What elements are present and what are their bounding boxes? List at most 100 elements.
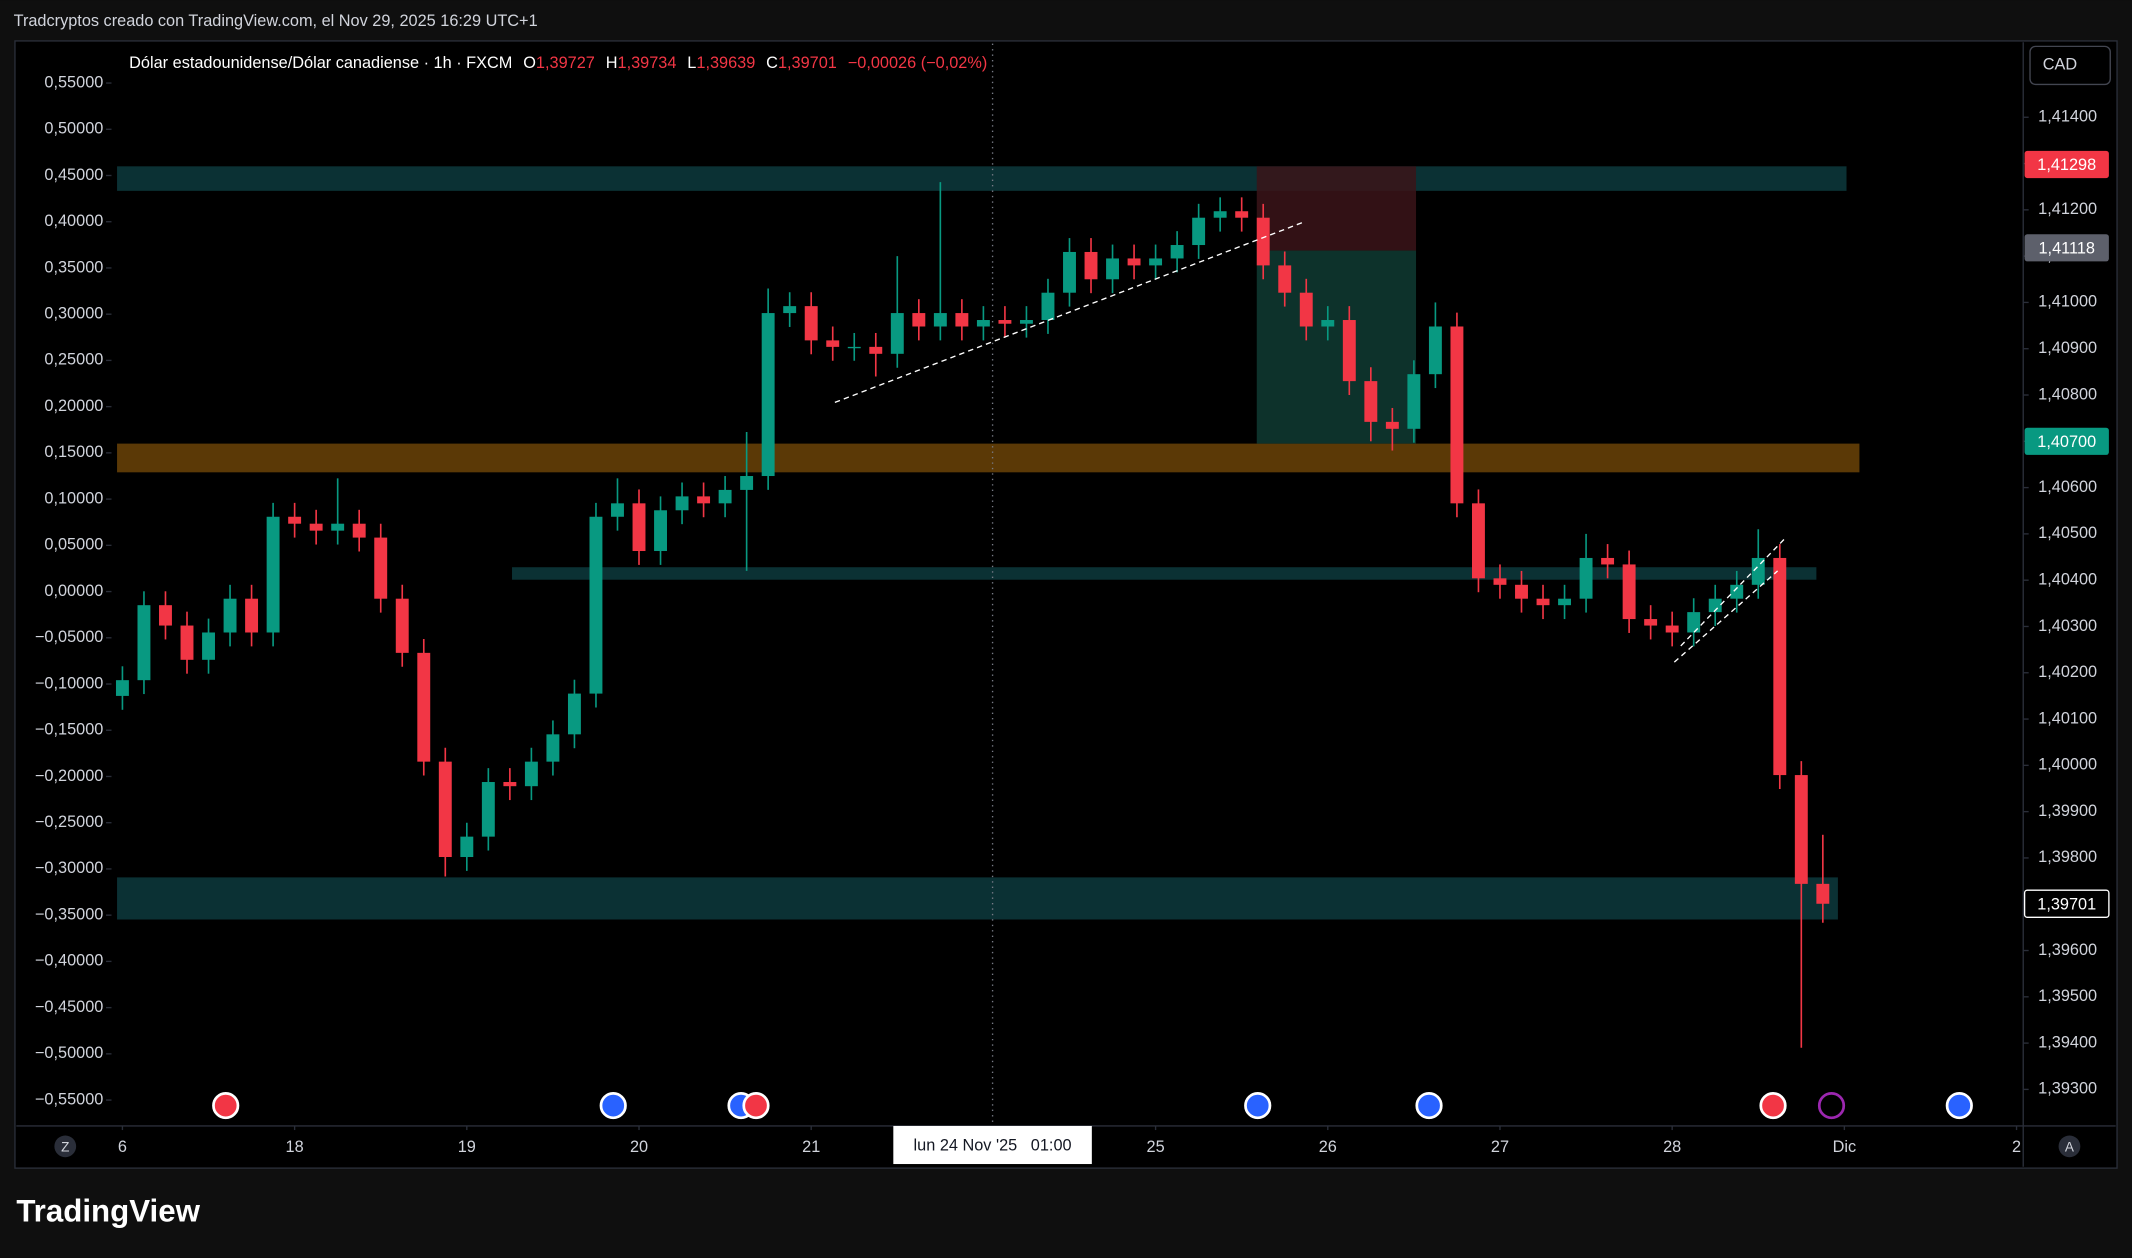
ohlc-key: C bbox=[766, 54, 778, 72]
price-label: 1,41298 bbox=[2037, 156, 2096, 174]
candle-body bbox=[417, 652, 431, 762]
candle-body bbox=[1579, 557, 1593, 599]
event-icon[interactable] bbox=[1945, 1091, 1973, 1120]
ohlc-key: O bbox=[523, 54, 536, 72]
candle-body bbox=[1192, 217, 1206, 246]
y-tick-label: 1,40800 bbox=[2038, 385, 2097, 403]
candle-body bbox=[1644, 619, 1658, 626]
price-label-box bbox=[2024, 150, 2109, 179]
y2-tick-label: −0,25000 bbox=[35, 813, 103, 831]
candle-body bbox=[352, 523, 366, 538]
ohlc-key: H bbox=[606, 54, 618, 72]
zoom-icon: Z bbox=[61, 1139, 69, 1154]
y-tick-label: 1,40900 bbox=[2038, 339, 2097, 357]
candle-body bbox=[395, 598, 409, 653]
candle-body bbox=[654, 510, 667, 552]
candle-body bbox=[460, 836, 474, 858]
y-tick-label: 1,41400 bbox=[2038, 108, 2097, 126]
ohlc-value: 1,39639 bbox=[696, 54, 755, 72]
ohlc-value: 1,39701 bbox=[778, 54, 837, 72]
candle-body bbox=[1708, 598, 1722, 613]
candle-body bbox=[1063, 251, 1076, 293]
y2-tick-label: −0,20000 bbox=[35, 767, 103, 785]
y-tick-label: 1,39300 bbox=[2038, 1080, 2097, 1098]
price-label: 1,41118 bbox=[2038, 239, 2094, 257]
y2-tick-label: 0,40000 bbox=[44, 212, 103, 230]
watermark: Tradcryptos creado con TradingView.com, … bbox=[14, 12, 538, 30]
price-label-box bbox=[2023, 889, 2110, 919]
auto-button[interactable] bbox=[2058, 1135, 2081, 1158]
event-icon[interactable] bbox=[1244, 1091, 1272, 1120]
candle-body bbox=[1622, 564, 1636, 620]
candle-body bbox=[1536, 598, 1550, 606]
event-icon[interactable] bbox=[1759, 1091, 1787, 1120]
y-tick-label: 1,40500 bbox=[2038, 524, 2097, 542]
y2-tick-label: −0,10000 bbox=[35, 674, 103, 692]
y-tick-label: 1,41000 bbox=[2038, 293, 2097, 311]
candle-body bbox=[1019, 320, 1033, 324]
candle-body bbox=[1342, 320, 1356, 382]
candle-body bbox=[1127, 258, 1141, 266]
zoom-button[interactable] bbox=[54, 1135, 77, 1158]
candle-body bbox=[546, 734, 560, 762]
candle-body bbox=[1471, 503, 1485, 579]
candle-body bbox=[1299, 292, 1313, 327]
crosshair-label-box bbox=[893, 1125, 1092, 1165]
candle-body bbox=[159, 605, 172, 626]
event-icon[interactable] bbox=[1817, 1091, 1846, 1120]
candle-body bbox=[1256, 217, 1270, 266]
x-tick-label: 18 bbox=[286, 1138, 304, 1156]
event-icon[interactable] bbox=[742, 1091, 770, 1120]
candle-body bbox=[826, 340, 840, 347]
candle-body bbox=[912, 313, 926, 327]
candle-body bbox=[567, 693, 581, 735]
zone bbox=[117, 877, 1838, 920]
candle-body bbox=[1751, 557, 1765, 585]
event-icon[interactable] bbox=[212, 1091, 240, 1120]
candle-body bbox=[1364, 381, 1378, 422]
candle-body bbox=[1515, 584, 1528, 599]
candle-body bbox=[1428, 326, 1442, 375]
legend-header: Dólar estadounidense/Dólar canadiense · … bbox=[129, 54, 987, 72]
candle-body bbox=[783, 306, 797, 314]
y2-tick-label: −0,15000 bbox=[35, 721, 103, 739]
change: −0,00026 (−0,02%) bbox=[848, 54, 988, 72]
candle-body bbox=[503, 782, 517, 787]
y2-tick-label: −0,55000 bbox=[35, 1090, 103, 1108]
y2-tick-label: −0,30000 bbox=[35, 859, 103, 877]
x-tick-label: 21 bbox=[802, 1138, 820, 1156]
candle-body bbox=[890, 313, 904, 354]
candle-body bbox=[740, 476, 754, 490]
trendline bbox=[834, 221, 1305, 404]
price-label-box bbox=[2024, 427, 2109, 455]
x-tick-label: 27 bbox=[1491, 1138, 1509, 1156]
candle-body bbox=[438, 761, 452, 858]
chart-panel bbox=[14, 40, 2118, 1169]
candle-body bbox=[1041, 292, 1055, 321]
candle-body bbox=[1493, 578, 1507, 585]
y2-tick-label: 0,35000 bbox=[44, 258, 103, 276]
axes: 1,393001,394001,395001,396001,397001,398… bbox=[35, 73, 2110, 1156]
candle-body bbox=[761, 313, 775, 477]
currency-button[interactable] bbox=[2029, 45, 2111, 86]
candle-body bbox=[223, 598, 237, 633]
y2-tick-label: 0,25000 bbox=[44, 351, 103, 369]
event-icon[interactable] bbox=[1415, 1091, 1443, 1120]
event-icon[interactable] bbox=[599, 1091, 627, 1120]
price-label-box bbox=[2024, 234, 2109, 262]
zones bbox=[117, 166, 1860, 920]
trendline bbox=[1673, 570, 1779, 663]
y-tick-label: 1,39600 bbox=[2038, 941, 2097, 959]
price-label: 1,40700 bbox=[2037, 433, 2096, 451]
candle-body bbox=[309, 523, 323, 531]
ohlc-value: 1,39727 bbox=[536, 54, 595, 72]
y-tick-label: 1,40200 bbox=[2038, 663, 2097, 681]
y2-tick-label: −0,05000 bbox=[35, 628, 103, 646]
candle-body bbox=[847, 346, 861, 349]
ohlc-key: L bbox=[687, 54, 696, 72]
y-tick-label: 1,40600 bbox=[2038, 478, 2097, 496]
candle-body bbox=[1558, 598, 1572, 606]
candle-body bbox=[1730, 584, 1744, 599]
candle-body bbox=[1235, 211, 1249, 218]
